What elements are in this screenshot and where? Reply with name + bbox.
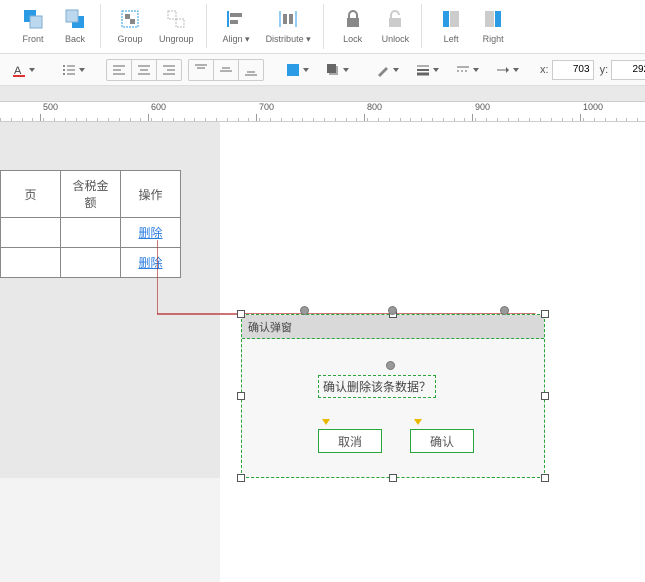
front-button[interactable]: Front xyxy=(14,4,52,48)
distribute-label: Distribute ▾ xyxy=(266,34,311,45)
dock-right-icon xyxy=(482,8,504,30)
dock-left-label: Left xyxy=(444,34,459,44)
fill-color-dropdown[interactable] xyxy=(280,58,314,82)
dock-right-button[interactable]: Right xyxy=(474,4,512,48)
x-input[interactable] xyxy=(552,60,594,80)
dock-right-label: Right xyxy=(483,34,504,44)
format-toolbar: A x: y: xyxy=(0,54,645,86)
text-color-dropdown[interactable]: A xyxy=(6,58,40,82)
arrow-dropdown[interactable] xyxy=(490,58,524,82)
table-row: 删除 xyxy=(1,218,181,248)
shadow-dropdown[interactable] xyxy=(320,58,354,82)
distribute-icon xyxy=(277,8,299,30)
back-button[interactable]: Back xyxy=(56,4,94,48)
group-group: Group Ungroup xyxy=(105,4,207,48)
align-group: Align ▾ Distribute ▾ xyxy=(211,4,324,49)
align-icon xyxy=(225,8,247,30)
line-style-icon xyxy=(455,62,471,78)
back-label: Back xyxy=(65,34,85,44)
line-width-dropdown[interactable] xyxy=(410,58,444,82)
col-header: 操作 xyxy=(121,171,181,218)
line-color-dropdown[interactable] xyxy=(370,58,404,82)
interaction-marker-icon xyxy=(322,419,330,425)
resize-handle[interactable] xyxy=(237,392,245,400)
text-color-icon: A xyxy=(11,62,27,78)
line-style-dropdown[interactable] xyxy=(450,58,484,82)
group-button[interactable]: Group xyxy=(111,4,149,48)
dock-left-button[interactable]: Left xyxy=(432,4,470,48)
unlock-button[interactable]: Unlock xyxy=(376,4,416,48)
lock-group: Lock Unlock xyxy=(328,4,423,48)
dock-group: Left Right xyxy=(426,4,518,48)
list-icon xyxy=(61,62,77,78)
delete-link[interactable]: 删除 xyxy=(138,226,162,240)
list-dropdown[interactable] xyxy=(56,58,90,82)
dialog-title-text: 确认弹窗 xyxy=(248,319,292,335)
lock-icon xyxy=(342,8,364,30)
col-header: 含税金额 xyxy=(61,171,121,218)
dialog-body: 确认删除该条数据？ 取消 确认 xyxy=(242,339,544,479)
ungroup-icon xyxy=(165,8,187,30)
shadow-icon xyxy=(325,62,341,78)
ungroup-label: Ungroup xyxy=(159,34,194,44)
ok-button[interactable]: 确认 xyxy=(410,429,474,453)
dialog-title-bar[interactable]: 确认弹窗 xyxy=(242,315,544,339)
resize-handle[interactable] xyxy=(541,310,549,318)
interaction-marker-icon xyxy=(414,419,422,425)
data-table: 页 含税金额 操作 删除 删除 xyxy=(0,170,181,278)
table-header-row: 页 含税金额 操作 xyxy=(1,171,181,218)
horizontal-ruler: 500 600 700 800 900 1000 xyxy=(0,102,645,122)
toolbar-strip xyxy=(0,86,645,102)
back-icon xyxy=(64,8,86,30)
valign-bottom-button[interactable] xyxy=(239,60,263,80)
group-icon xyxy=(119,8,141,30)
group-label: Group xyxy=(117,34,142,44)
unlock-label: Unlock xyxy=(382,34,410,44)
dock-left-icon xyxy=(440,8,462,30)
distribute-button[interactable]: Distribute ▾ xyxy=(260,4,317,49)
y-input[interactable] xyxy=(611,60,645,80)
front-icon xyxy=(22,8,44,30)
lock-button[interactable]: Lock xyxy=(334,4,372,48)
fill-icon xyxy=(285,62,301,78)
align-center-button[interactable] xyxy=(132,60,157,80)
align-right-button[interactable] xyxy=(157,60,181,80)
y-label: y: xyxy=(600,64,609,76)
valign-top-button[interactable] xyxy=(189,60,214,80)
main-toolbar: Front Back Group Ungroup Align ▾ Distrib… xyxy=(0,0,645,54)
connector-handle[interactable] xyxy=(388,306,397,315)
resize-handle[interactable] xyxy=(389,474,397,482)
v-align-buttons xyxy=(188,59,264,81)
align-label: Align ▾ xyxy=(223,34,250,45)
align-button[interactable]: Align ▾ xyxy=(217,4,256,49)
connector-handle[interactable] xyxy=(300,306,309,315)
resize-handle[interactable] xyxy=(237,310,245,318)
ungroup-button[interactable]: Ungroup xyxy=(153,4,200,48)
arrow-icon xyxy=(495,62,511,78)
resize-handle[interactable] xyxy=(237,474,245,482)
connector-handle[interactable] xyxy=(500,306,509,315)
col-header: 页 xyxy=(1,171,61,218)
table-row: 删除 xyxy=(1,248,181,278)
resize-handle[interactable] xyxy=(541,392,549,400)
cancel-button[interactable]: 取消 xyxy=(318,429,382,453)
dialog-message[interactable]: 确认删除该条数据？ xyxy=(318,375,436,398)
confirm-dialog-widget[interactable]: 确认弹窗 确认删除该条数据？ 取消 确认 xyxy=(241,314,545,478)
pencil-icon xyxy=(375,62,391,78)
canvas[interactable]: 页 含税金额 操作 删除 删除 确认弹窗 确认删除该条数据？ 取消 确认 xyxy=(0,122,645,582)
resize-handle[interactable] xyxy=(541,474,549,482)
line-width-icon xyxy=(415,62,431,78)
coord-x: x: xyxy=(540,60,594,80)
h-align-buttons xyxy=(106,59,182,81)
x-label: x: xyxy=(540,64,549,76)
lock-label: Lock xyxy=(343,34,362,44)
connector-handle[interactable] xyxy=(386,361,395,370)
unlock-icon xyxy=(384,8,406,30)
delete-link[interactable]: 删除 xyxy=(138,256,162,270)
coord-y: y: xyxy=(600,60,645,80)
front-label: Front xyxy=(22,34,43,44)
align-left-button[interactable] xyxy=(107,60,132,80)
arrange-group: Front Back xyxy=(8,4,101,48)
valign-middle-button[interactable] xyxy=(214,60,239,80)
